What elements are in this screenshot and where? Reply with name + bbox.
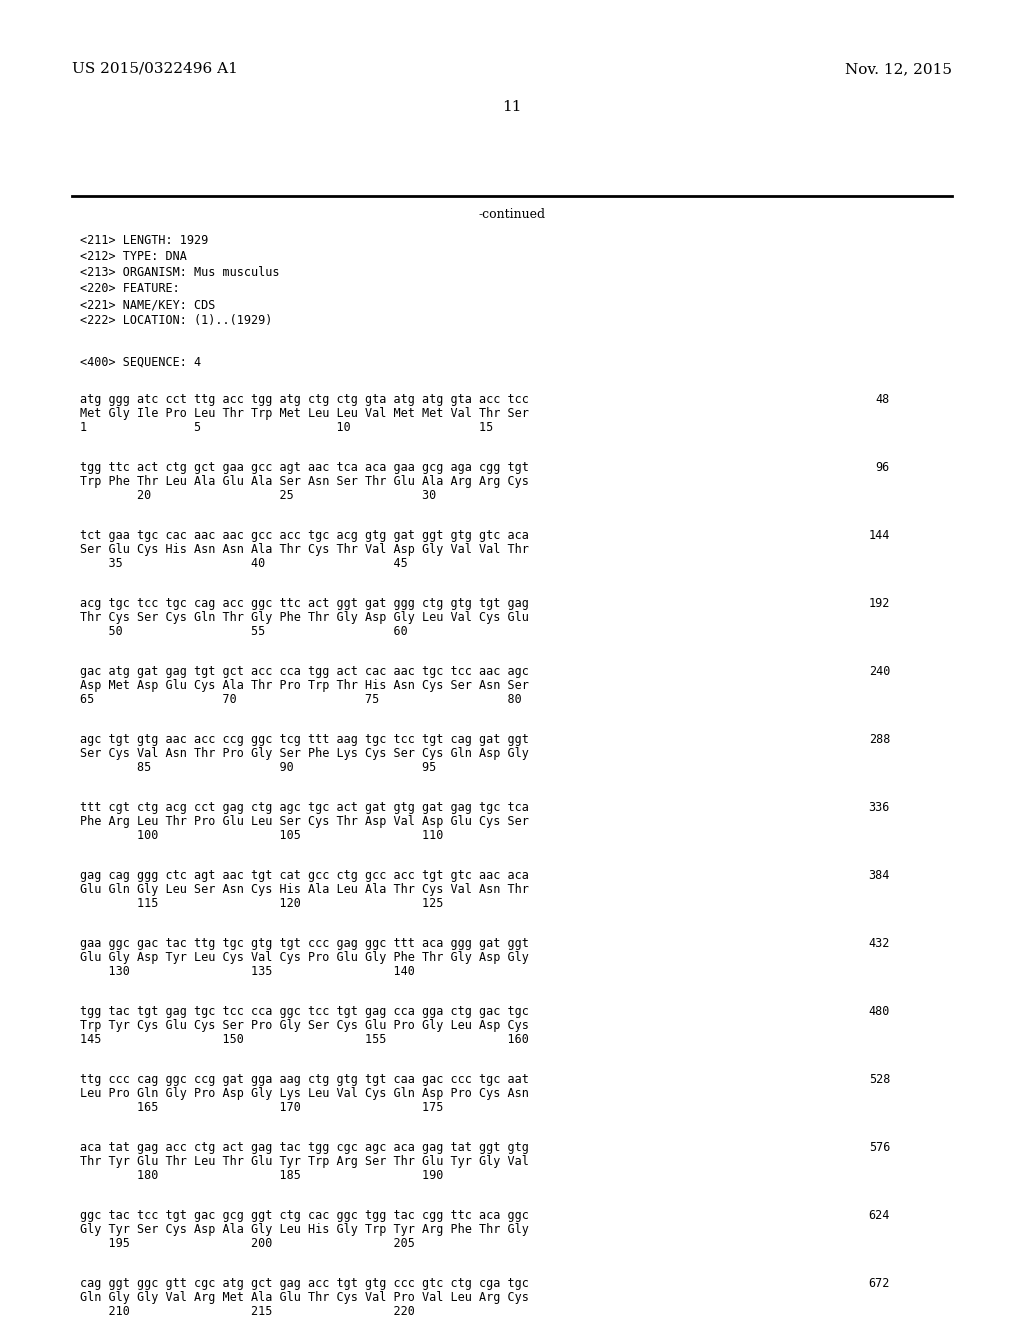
Text: 115                 120                 125: 115 120 125 (80, 898, 443, 909)
Text: gag cag ggg ctc agt aac tgt cat gcc ctg gcc acc tgt gtc aac aca: gag cag ggg ctc agt aac tgt cat gcc ctg … (80, 869, 528, 882)
Text: 35                  40                  45: 35 40 45 (80, 557, 408, 570)
Text: <212> TYPE: DNA: <212> TYPE: DNA (80, 249, 186, 263)
Text: 432: 432 (868, 937, 890, 950)
Text: 192: 192 (868, 597, 890, 610)
Text: <400> SEQUENCE: 4: <400> SEQUENCE: 4 (80, 356, 201, 370)
Text: <221> NAME/KEY: CDS: <221> NAME/KEY: CDS (80, 298, 215, 312)
Text: 576: 576 (868, 1140, 890, 1154)
Text: 145                 150                 155                 160: 145 150 155 160 (80, 1034, 528, 1045)
Text: gaa ggc gac tac ttg tgc gtg tgt ccc gag ggc ttt aca ggg gat ggt: gaa ggc gac tac ttg tgc gtg tgt ccc gag … (80, 937, 528, 950)
Text: atg ggg atc cct ttg acc tgg atg ctg ctg gta atg atg gta acc tcc: atg ggg atc cct ttg acc tgg atg ctg ctg … (80, 393, 528, 407)
Text: Met Gly Ile Pro Leu Thr Trp Met Leu Leu Val Met Met Val Thr Ser: Met Gly Ile Pro Leu Thr Trp Met Leu Leu … (80, 407, 528, 420)
Text: 528: 528 (868, 1073, 890, 1086)
Text: 672: 672 (868, 1276, 890, 1290)
Text: <220> FEATURE:: <220> FEATURE: (80, 282, 180, 294)
Text: 624: 624 (868, 1209, 890, 1222)
Text: Thr Cys Ser Cys Gln Thr Gly Phe Thr Gly Asp Gly Leu Val Cys Glu: Thr Cys Ser Cys Gln Thr Gly Phe Thr Gly … (80, 611, 528, 624)
Text: ttg ccc cag ggc ccg gat gga aag ctg gtg tgt caa gac ccc tgc aat: ttg ccc cag ggc ccg gat gga aag ctg gtg … (80, 1073, 528, 1086)
Text: gac atg gat gag tgt gct acc cca tgg act cac aac tgc tcc aac agc: gac atg gat gag tgt gct acc cca tgg act … (80, 665, 528, 678)
Text: 85                  90                  95: 85 90 95 (80, 762, 436, 774)
Text: Leu Pro Gln Gly Pro Asp Gly Lys Leu Val Cys Gln Asp Pro Cys Asn: Leu Pro Gln Gly Pro Asp Gly Lys Leu Val … (80, 1086, 528, 1100)
Text: tct gaa tgc cac aac aac gcc acc tgc acg gtg gat ggt gtg gtc aca: tct gaa tgc cac aac aac gcc acc tgc acg … (80, 529, 528, 543)
Text: 240: 240 (868, 665, 890, 678)
Text: 336: 336 (868, 801, 890, 814)
Text: Ser Cys Val Asn Thr Pro Gly Ser Phe Lys Cys Ser Cys Gln Asp Gly: Ser Cys Val Asn Thr Pro Gly Ser Phe Lys … (80, 747, 528, 760)
Text: Asp Met Asp Glu Cys Ala Thr Pro Trp Thr His Asn Cys Ser Asn Ser: Asp Met Asp Glu Cys Ala Thr Pro Trp Thr … (80, 678, 528, 692)
Text: Thr Tyr Glu Thr Leu Thr Glu Tyr Trp Arg Ser Thr Glu Tyr Gly Val: Thr Tyr Glu Thr Leu Thr Glu Tyr Trp Arg … (80, 1155, 528, 1168)
Text: 210                 215                 220: 210 215 220 (80, 1305, 415, 1317)
Text: <222> LOCATION: (1)..(1929): <222> LOCATION: (1)..(1929) (80, 314, 272, 327)
Text: Glu Gly Asp Tyr Leu Cys Val Cys Pro Glu Gly Phe Thr Gly Asp Gly: Glu Gly Asp Tyr Leu Cys Val Cys Pro Glu … (80, 950, 528, 964)
Text: -continued: -continued (478, 209, 546, 220)
Text: Trp Phe Thr Leu Ala Glu Ala Ser Asn Ser Thr Glu Ala Arg Arg Cys: Trp Phe Thr Leu Ala Glu Ala Ser Asn Ser … (80, 475, 528, 488)
Text: Gly Tyr Ser Cys Asp Ala Gly Leu His Gly Trp Tyr Arg Phe Thr Gly: Gly Tyr Ser Cys Asp Ala Gly Leu His Gly … (80, 1224, 528, 1236)
Text: Ser Glu Cys His Asn Asn Ala Thr Cys Thr Val Asp Gly Val Val Thr: Ser Glu Cys His Asn Asn Ala Thr Cys Thr … (80, 543, 528, 556)
Text: 144: 144 (868, 529, 890, 543)
Text: 480: 480 (868, 1005, 890, 1018)
Text: agc tgt gtg aac acc ccg ggc tcg ttt aag tgc tcc tgt cag gat ggt: agc tgt gtg aac acc ccg ggc tcg ttt aag … (80, 733, 528, 746)
Text: aca tat gag acc ctg act gag tac tgg cgc agc aca gag tat ggt gtg: aca tat gag acc ctg act gag tac tgg cgc … (80, 1140, 528, 1154)
Text: 130                 135                 140: 130 135 140 (80, 965, 415, 978)
Text: Trp Tyr Cys Glu Cys Ser Pro Gly Ser Cys Glu Pro Gly Leu Asp Cys: Trp Tyr Cys Glu Cys Ser Pro Gly Ser Cys … (80, 1019, 528, 1032)
Text: Gln Gly Gly Val Arg Met Ala Glu Thr Cys Val Pro Val Leu Arg Cys: Gln Gly Gly Val Arg Met Ala Glu Thr Cys … (80, 1291, 528, 1304)
Text: Phe Arg Leu Thr Pro Glu Leu Ser Cys Thr Asp Val Asp Glu Cys Ser: Phe Arg Leu Thr Pro Glu Leu Ser Cys Thr … (80, 814, 528, 828)
Text: 48: 48 (876, 393, 890, 407)
Text: 165                 170                 175: 165 170 175 (80, 1101, 443, 1114)
Text: 288: 288 (868, 733, 890, 746)
Text: 50                  55                  60: 50 55 60 (80, 624, 408, 638)
Text: 20                  25                  30: 20 25 30 (80, 488, 436, 502)
Text: 384: 384 (868, 869, 890, 882)
Text: <213> ORGANISM: Mus musculus: <213> ORGANISM: Mus musculus (80, 267, 280, 279)
Text: US 2015/0322496 A1: US 2015/0322496 A1 (72, 62, 238, 77)
Text: Glu Gln Gly Leu Ser Asn Cys His Ala Leu Ala Thr Cys Val Asn Thr: Glu Gln Gly Leu Ser Asn Cys His Ala Leu … (80, 883, 528, 896)
Text: 11: 11 (502, 100, 522, 114)
Text: 180                 185                 190: 180 185 190 (80, 1170, 443, 1181)
Text: tgg tac tgt gag tgc tcc cca ggc tcc tgt gag cca gga ctg gac tgc: tgg tac tgt gag tgc tcc cca ggc tcc tgt … (80, 1005, 528, 1018)
Text: 65                  70                  75                  80: 65 70 75 80 (80, 693, 522, 706)
Text: ttt cgt ctg acg cct gag ctg agc tgc act gat gtg gat gag tgc tca: ttt cgt ctg acg cct gag ctg agc tgc act … (80, 801, 528, 814)
Text: <211> LENGTH: 1929: <211> LENGTH: 1929 (80, 234, 208, 247)
Text: cag ggt ggc gtt cgc atg gct gag acc tgt gtg ccc gtc ctg cga tgc: cag ggt ggc gtt cgc atg gct gag acc tgt … (80, 1276, 528, 1290)
Text: tgg ttc act ctg gct gaa gcc agt aac tca aca gaa gcg aga cgg tgt: tgg ttc act ctg gct gaa gcc agt aac tca … (80, 461, 528, 474)
Text: 100                 105                 110: 100 105 110 (80, 829, 443, 842)
Text: ggc tac tcc tgt gac gcg ggt ctg cac ggc tgg tac cgg ttc aca ggc: ggc tac tcc tgt gac gcg ggt ctg cac ggc … (80, 1209, 528, 1222)
Text: Nov. 12, 2015: Nov. 12, 2015 (845, 62, 952, 77)
Text: 195                 200                 205: 195 200 205 (80, 1237, 415, 1250)
Text: 1               5                   10                  15: 1 5 10 15 (80, 421, 494, 434)
Text: 96: 96 (876, 461, 890, 474)
Text: acg tgc tcc tgc cag acc ggc ttc act ggt gat ggg ctg gtg tgt gag: acg tgc tcc tgc cag acc ggc ttc act ggt … (80, 597, 528, 610)
